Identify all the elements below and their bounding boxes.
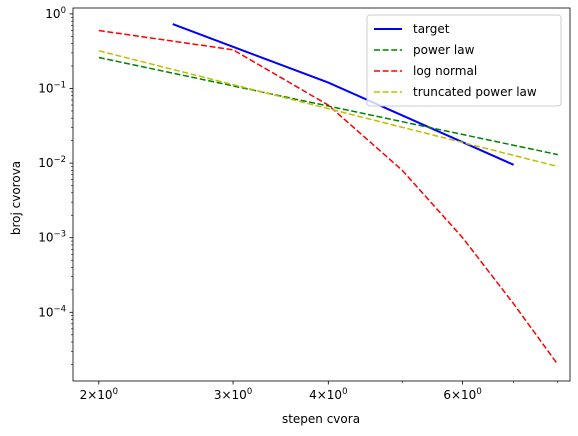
y-tick-label: 10−4 [38, 304, 66, 319]
legend-label: target [413, 22, 450, 36]
plot-area [98, 23, 559, 365]
legend-label: power law [413, 43, 475, 57]
y-tick-label: 100 [45, 6, 66, 21]
x-tick-label: 3×100 [214, 387, 252, 402]
axes: 2×100 3×100 4×100 6×100 100 10−1 10−2 10−3 10−4 [38, 6, 571, 402]
series-line-truncated-power-law [98, 50, 558, 168]
y-tick-label: 10−3 [38, 230, 66, 245]
legend-label: log normal [413, 64, 477, 78]
x-axis-label: stepen cvora [282, 412, 360, 426]
axes-frame [72, 7, 571, 382]
x-tick-label: 4×100 [309, 387, 347, 402]
y-tick-label: 10−2 [38, 155, 66, 170]
series-line-log-normal [98, 29, 559, 365]
y-tick-label: 10−1 [38, 81, 66, 96]
legend-label: truncated power law [413, 85, 537, 99]
y-axis-label: broj cvorova [9, 161, 23, 235]
legend-box [366, 14, 562, 107]
legend: target power law log normal truncated power… [366, 14, 562, 107]
series-line-target [172, 23, 515, 166]
x-tick-label: 6×100 [443, 387, 481, 402]
x-tick-label: 2×100 [80, 387, 118, 402]
